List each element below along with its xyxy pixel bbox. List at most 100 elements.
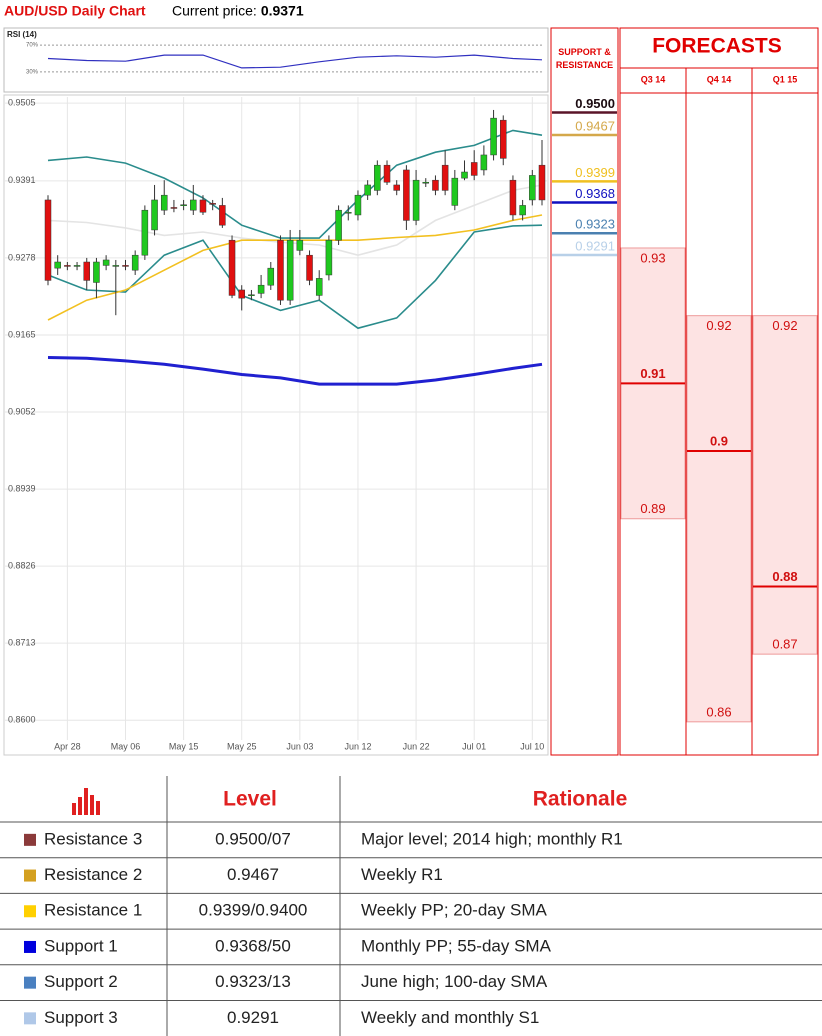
levels-title: SUPPORT & RESISTANCE bbox=[556, 47, 613, 70]
candle-body bbox=[529, 175, 536, 201]
candle-body bbox=[131, 254, 139, 271]
level-label: 0.9467 bbox=[575, 118, 615, 133]
candle-body bbox=[248, 294, 255, 296]
forecast-frame bbox=[619, 27, 819, 756]
swatch bbox=[24, 905, 36, 918]
x-tick-label: May 15 bbox=[169, 741, 199, 751]
candle-body bbox=[315, 278, 323, 296]
candle-body bbox=[335, 209, 342, 241]
overlay-line bbox=[47, 184, 543, 257]
candle-body bbox=[73, 265, 81, 267]
row-rationale: Weekly and monthly S1 bbox=[361, 1008, 539, 1027]
candle-body bbox=[122, 265, 129, 267]
overlay-line bbox=[47, 356, 543, 386]
low-label: 0.87 bbox=[772, 637, 797, 652]
table-header: Level bbox=[223, 788, 277, 811]
candle-body bbox=[538, 164, 546, 201]
high-label: 0.92 bbox=[772, 318, 797, 333]
column-label: Q4 14 bbox=[707, 74, 732, 84]
rsi-line bbox=[47, 54, 543, 69]
row-name: Resistance 1 bbox=[44, 901, 142, 920]
title-line: SUPPORT & bbox=[558, 47, 611, 57]
candle-body bbox=[470, 162, 478, 176]
candle-body bbox=[277, 239, 284, 301]
row-rationale: Weekly PP; 20-day SMA bbox=[361, 901, 547, 920]
x-tick-label: Jun 12 bbox=[344, 741, 371, 751]
y-tick-label: 0.9052 bbox=[8, 406, 36, 416]
x-tick-label: Jul 10 bbox=[520, 741, 544, 751]
candle-body bbox=[199, 199, 207, 213]
overlay-line bbox=[47, 129, 543, 239]
candle-body bbox=[325, 239, 333, 276]
chart-title: AUD/USD Daily Chart bbox=[4, 3, 146, 19]
swatch bbox=[24, 940, 36, 953]
row-name: Resistance 2 bbox=[44, 865, 142, 884]
median-label: 0.88 bbox=[772, 569, 797, 584]
candle-body bbox=[422, 181, 430, 184]
candle-body bbox=[64, 265, 71, 267]
row-name: Resistance 3 bbox=[44, 829, 142, 848]
candle-body bbox=[500, 119, 507, 159]
forecast-range bbox=[752, 315, 818, 655]
candle-body bbox=[257, 284, 265, 294]
icon-bar bbox=[78, 797, 82, 815]
x-tick-label: Jul 01 bbox=[462, 741, 486, 751]
candle-body bbox=[461, 171, 468, 179]
median-label: 0.9 bbox=[710, 433, 728, 448]
forecast-title: FORECASTS bbox=[652, 35, 782, 58]
row-level: 0.9399/0.9400 bbox=[199, 901, 308, 920]
x-tick-label: May 06 bbox=[111, 741, 141, 751]
candle-body bbox=[441, 164, 449, 191]
candle-body bbox=[267, 267, 275, 286]
candle-body bbox=[170, 207, 178, 209]
candle-body bbox=[180, 204, 187, 206]
candle-body bbox=[490, 117, 497, 156]
x-tick-label: May 25 bbox=[227, 741, 257, 751]
low-label: 0.86 bbox=[706, 704, 731, 719]
x-tick-label: Apr 28 bbox=[54, 741, 81, 751]
main-frame bbox=[3, 94, 549, 756]
swatch bbox=[24, 1012, 36, 1025]
column-label: Q1 15 bbox=[773, 74, 798, 84]
row-level: 0.9467 bbox=[227, 865, 279, 884]
row-level: 0.9500/07 bbox=[215, 829, 291, 848]
candle-body bbox=[44, 199, 52, 281]
table-header: Rationale bbox=[533, 788, 628, 811]
candle-body bbox=[112, 265, 120, 267]
candle-body bbox=[219, 205, 226, 226]
x-tick-label: Jun 03 bbox=[286, 741, 313, 751]
row-level: 0.9323/13 bbox=[215, 972, 291, 991]
y-tick-label: 30% bbox=[26, 69, 39, 75]
candle-body bbox=[296, 239, 304, 251]
candle-body bbox=[238, 289, 245, 299]
candle-body bbox=[345, 211, 352, 214]
y-tick-label: 0.9505 bbox=[8, 98, 36, 108]
icon-bar bbox=[84, 788, 88, 815]
candle-body bbox=[432, 179, 439, 191]
price-value: 0.9371 bbox=[261, 3, 304, 19]
candle-body bbox=[519, 205, 526, 216]
row-name: Support 2 bbox=[44, 972, 118, 991]
row-rationale: Major level; 2014 high; monthly R1 bbox=[361, 829, 623, 848]
candle-body bbox=[383, 164, 391, 183]
price-label: Current price: bbox=[172, 3, 257, 19]
rsi-title: RSI (14) bbox=[7, 30, 37, 39]
candle-body bbox=[83, 261, 90, 281]
y-tick-label: 0.8713 bbox=[8, 638, 36, 648]
level-label: 0.9399 bbox=[575, 165, 615, 180]
row-name: Support 3 bbox=[44, 1008, 118, 1027]
high-label: 0.93 bbox=[640, 250, 665, 265]
row-rationale: Monthly PP; 55-day SMA bbox=[361, 936, 552, 955]
row-level: 0.9368/50 bbox=[215, 936, 291, 955]
candle-body bbox=[480, 154, 488, 171]
row-level: 0.9291 bbox=[227, 1008, 279, 1027]
candle-body bbox=[306, 254, 313, 281]
low-label: 0.89 bbox=[640, 501, 665, 516]
levels-frame bbox=[550, 27, 619, 756]
candle-body bbox=[354, 194, 362, 216]
candle-body bbox=[286, 239, 294, 301]
swatch bbox=[24, 833, 36, 846]
y-tick-label: 70% bbox=[26, 43, 39, 49]
